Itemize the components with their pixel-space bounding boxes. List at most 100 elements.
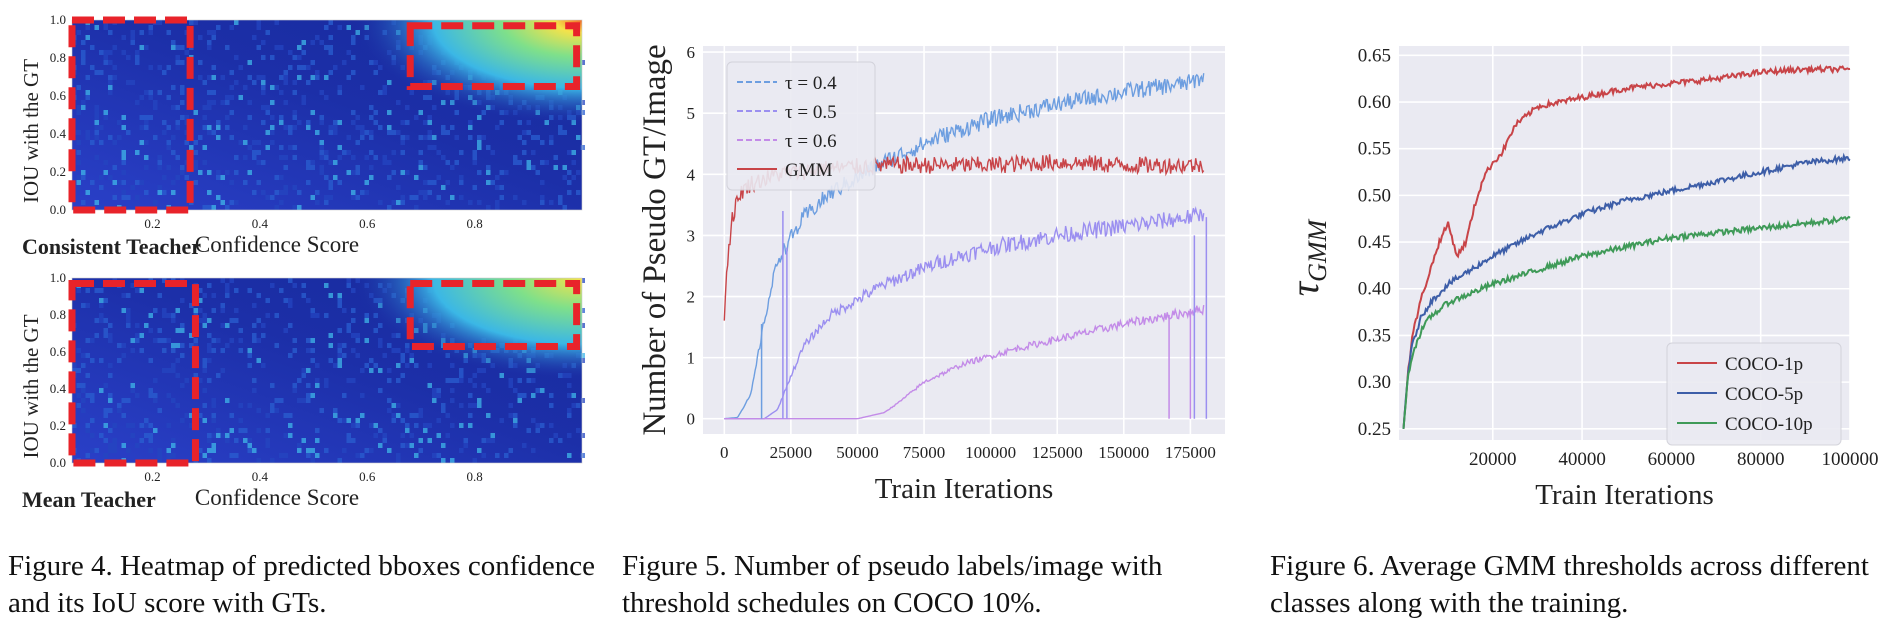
heatmap-cell — [90, 65, 95, 70]
heatmap-cell — [126, 398, 131, 403]
heatmap-cell — [90, 393, 95, 398]
heatmap-cell — [157, 155, 162, 160]
heatmap-cell — [243, 180, 248, 185]
heatmap-cell — [148, 30, 153, 35]
heatmap-cell — [265, 443, 270, 448]
y-tick-label: 0.8 — [50, 307, 66, 322]
highlight-box — [406, 280, 581, 350]
heatmap-cell — [81, 408, 86, 413]
y-tick-label: 0.65 — [1358, 45, 1391, 66]
heatmap-cell — [202, 145, 207, 150]
heatmap-cell — [220, 348, 225, 353]
heatmap-cell — [180, 353, 185, 358]
heatmap-cell — [229, 70, 234, 75]
heatmap-cell — [90, 45, 95, 50]
y-tick-label: 0.6 — [50, 88, 67, 103]
heatmap-cell — [540, 388, 545, 393]
heatmap-cell — [166, 313, 171, 318]
heatmap-cell — [99, 125, 104, 130]
heatmap-cell — [211, 100, 216, 105]
heatmap-cell — [283, 413, 288, 418]
heatmap-cell — [297, 398, 302, 403]
heatmap-cell — [99, 303, 104, 308]
heatmap-cell — [207, 348, 212, 353]
heatmap-cell — [256, 358, 261, 363]
heatmap-cell — [189, 343, 194, 348]
heatmap-cell — [175, 403, 180, 408]
heatmap-cell — [135, 50, 140, 55]
heatmap-cell — [180, 90, 185, 95]
heatmap-cell — [252, 35, 257, 40]
heatmap-cell — [148, 423, 153, 428]
heatmap-cell — [319, 165, 324, 170]
heatmap-cell — [450, 378, 455, 383]
heatmap-cell — [193, 140, 198, 145]
heatmap-cell — [261, 105, 266, 110]
y-tick-label: 3 — [687, 226, 696, 245]
heatmap-cell — [76, 85, 81, 90]
heatmap-cell — [90, 398, 95, 403]
heatmap-cell — [540, 140, 545, 145]
heatmap-cell — [207, 125, 212, 130]
heatmap-cell — [337, 418, 342, 423]
heatmap-cell — [121, 308, 126, 313]
heatmap-cell — [540, 180, 545, 185]
y-tick-label: 0.4 — [50, 126, 67, 141]
heatmap-cell — [225, 115, 230, 120]
heatmap-cell — [396, 458, 401, 463]
heatmap-cell — [436, 175, 441, 180]
heatmap-cell — [337, 358, 342, 363]
legend-label: COCO-1p — [1725, 354, 1803, 375]
heatmap-cell — [76, 180, 81, 185]
heatmap-cell — [319, 145, 324, 150]
heatmap-cell — [387, 205, 392, 210]
x-tick-label: 0.8 — [467, 216, 483, 231]
heatmap-cell — [306, 398, 311, 403]
heatmap-cell — [238, 348, 243, 353]
heatmap-cell — [522, 443, 527, 448]
heatmap-cell — [333, 65, 338, 70]
heatmap-cell — [288, 50, 293, 55]
heatmap-cell — [243, 428, 248, 433]
heatmap-cell — [369, 448, 374, 453]
heatmap-cell — [121, 50, 126, 55]
heatmap-cell — [220, 308, 225, 313]
heatmap-cell — [108, 363, 113, 368]
heatmap-cell — [85, 373, 90, 378]
heatmap-cell — [175, 105, 180, 110]
heatmap-cell — [436, 418, 441, 423]
heatmap-cell — [121, 190, 126, 195]
heatmap-cell — [265, 413, 270, 418]
heatmap-cell — [135, 195, 140, 200]
heatmap-cell — [400, 433, 405, 438]
heatmap-cell — [486, 205, 491, 210]
heatmap-cell — [220, 100, 225, 105]
heatmap-cell — [162, 175, 167, 180]
heatmap-cell — [310, 448, 315, 453]
heatmap-cell — [310, 75, 315, 80]
heatmap-cell — [409, 195, 414, 200]
heatmap-cell — [279, 45, 284, 50]
heatmap-cell — [166, 368, 171, 373]
heatmap-cell — [162, 338, 167, 343]
heatmap-cell — [90, 140, 95, 145]
heatmap-cell — [445, 200, 450, 205]
x-tick-label: 0.8 — [467, 469, 483, 484]
heatmap-cell — [99, 313, 104, 318]
heatmap-frame — [71, 277, 583, 464]
heatmap-cell — [319, 40, 324, 45]
heatmap-cell — [274, 85, 279, 90]
heatmap-cell — [549, 393, 554, 398]
heatmap-cell — [486, 165, 491, 170]
heatmap-cell — [580, 145, 585, 150]
heatmap-cell — [328, 185, 333, 190]
heatmap-cell — [549, 140, 554, 145]
series-line — [1402, 215, 1851, 429]
heatmap-cell — [441, 125, 446, 130]
heatmap-cell — [531, 448, 536, 453]
heatmap-cell — [459, 195, 464, 200]
heatmap-cell — [211, 205, 216, 210]
heatmap-cell — [328, 333, 333, 338]
heatmap-cell — [558, 195, 563, 200]
heatmap-cell — [567, 170, 572, 175]
